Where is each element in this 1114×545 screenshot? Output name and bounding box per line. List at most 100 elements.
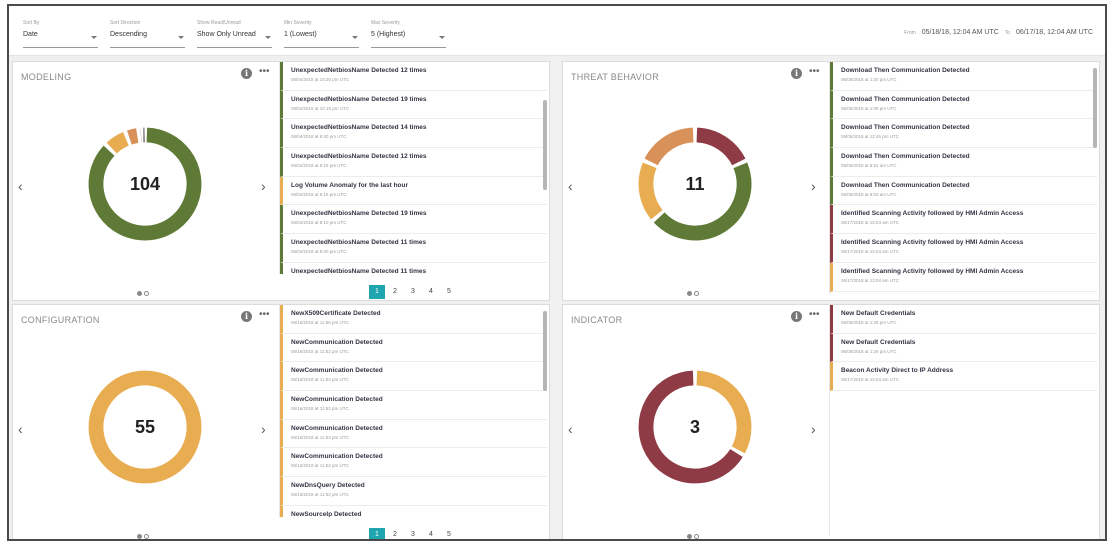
alert-item[interactable]: New Default Credentials 06/05/2018 at 1:2… [830,333,1097,363]
page-button[interactable]: 2 [393,531,397,538]
page-button[interactable]: 1 [369,285,385,299]
read-unread-select[interactable]: Show Read/Unread Show Only Unread [197,20,272,48]
more-options-icon[interactable]: ••• [809,66,820,77]
alert-item[interactable]: UnexpectedNetbiosName Detected 12 times 0… [280,62,547,91]
alert-item[interactable]: UnexpectedNetbiosName Detected 14 times 0… [280,119,547,149]
carousel-dot[interactable] [694,534,699,539]
alert-item[interactable]: Download Then Communication Detected 06/0… [830,62,1097,91]
alert-timestamp: 06/04/2018 at 8:10 pm UTC [291,220,347,226]
alert-item[interactable]: NewCommunication Detected 06/16/2018 at 1… [280,362,547,392]
alert-list: Download Then Communication Detected 06/0… [829,62,1097,294]
scrollbar[interactable] [543,100,547,190]
carousel-dot[interactable] [694,291,699,296]
chevron-left-icon[interactable]: ‹ [568,421,573,437]
chevron-right-icon[interactable]: › [261,178,266,194]
alert-item[interactable]: Identified Scanning Activity followed by… [830,234,1097,263]
carousel-dot[interactable] [144,291,149,296]
donut-chart [88,370,202,484]
info-icon[interactable]: i [241,311,252,322]
donut-chart [88,127,202,241]
alert-item[interactable]: UnexpectedNetbiosName Detected 12 times 0… [280,148,547,177]
more-options-icon[interactable]: ••• [809,309,820,320]
page-button[interactable]: 3 [411,288,415,295]
sort-direction-select[interactable]: Sort Direction Descending [110,20,185,48]
alert-item[interactable]: Download Then Communication Detected 06/0… [830,90,1097,120]
page-button[interactable]: 3 [411,531,415,538]
alert-item[interactable]: NewCommunication Detected 06/16/2018 at 1… [280,391,547,420]
alert-item[interactable]: Identified Scanning Activity followed by… [830,205,1097,235]
min-severity-value: 1 (Lowest) [284,31,317,38]
alert-count: 11 [685,174,705,194]
chevron-right-icon[interactable]: › [811,178,816,194]
donut-segment [653,162,752,241]
alert-item[interactable]: NewX509Certificate Detected 06/16/2018 at… [280,305,547,334]
page-button[interactable]: 1 [369,528,385,539]
alert-timestamp: 06/05/2018 at 1:20 pm UTC [841,77,897,82]
panel-title: CONFIGURATION [21,315,100,325]
alert-item[interactable]: Identified Scanning Activity followed by… [830,262,1097,292]
chevron-left-icon[interactable]: ‹ [568,178,573,194]
alert-item[interactable]: Download Then Communication Detected 06/0… [830,176,1097,206]
carousel-dot[interactable] [687,534,692,539]
page-button[interactable]: 5 [447,288,451,295]
date-to-label: To [1004,30,1010,36]
date-to-value: 06/17/18, 12:04 AM UTC [1015,29,1093,36]
alert-count: 104 [129,174,161,194]
carousel-dot[interactable] [137,291,142,296]
chevron-left-icon[interactable]: ‹ [18,421,23,437]
alert-item[interactable]: UnexpectedNetbiosName Detected 19 times 0… [280,90,547,120]
more-options-icon[interactable]: ••• [259,309,270,320]
info-icon[interactable]: i [791,311,802,322]
alert-item[interactable]: Log Volume Anomaly for the last hour 06/0… [280,176,547,206]
carousel-dot[interactable] [687,291,692,296]
alert-item[interactable]: NewCommunication Detected 06/16/2018 at 1… [280,333,547,363]
alert-item[interactable]: UnexpectedNetbiosName Detected 11 times0… [280,262,547,274]
page-button[interactable]: 2 [393,288,397,295]
alert-title: New Default Credentials [841,338,916,346]
sort-by-select[interactable]: Sort By Date [23,20,98,48]
alert-timestamp: 06/16/2018 at 11:52 pm UTC [291,348,349,354]
page-button[interactable]: 5 [447,531,451,538]
min-severity-select[interactable]: Min Severity 1 (Lowest) [284,20,359,48]
configuration-panel: CONFIGURATION i ••• 55 ‹ › NewX509Certif… [12,304,550,539]
alert-item[interactable]: Download Then Communication Detected 06/0… [830,148,1097,177]
info-icon[interactable]: i [791,68,802,79]
carousel-dot[interactable] [137,534,142,539]
max-severity-select[interactable]: Max Severity 5 (Highest) [371,20,446,48]
scrollbar[interactable] [543,311,547,391]
alert-item[interactable]: Download Then Communication Detected 06/0… [830,119,1097,149]
alert-timestamp: 06/16/2018 at 11:58 pm UTC [291,320,349,325]
alert-item[interactable]: NewCommunication Detected 06/16/2018 at 1… [280,419,547,449]
carousel-dot[interactable] [144,534,149,539]
donut-segment [696,370,752,454]
alert-item[interactable]: New Default Credentials 06/05/2018 at 1:2… [830,305,1097,334]
chevron-right-icon[interactable]: › [261,421,266,437]
alert-title: NewDnsQuery Detected [291,482,365,490]
date-range[interactable]: From 05/18/18, 12:04 AM UTC To 06/17/18,… [900,29,1093,36]
sort-direction-value: Descending [110,31,147,38]
alert-title: NewCommunication Detected [291,453,383,461]
alert-timestamp: 06/05/2018 at 8:51 am UTC [841,163,897,169]
alert-item[interactable]: NewCommunication Detected 06/16/2018 at 1… [280,448,547,478]
alert-timestamp: 06/04/2018 at 8:00 pm UTC [291,249,347,255]
modeling-panel: MODELING i ••• 104 ‹ › UnexpectedNetbios… [12,61,550,301]
alert-item[interactable]: Beacon Activity Direct to IP Address 06/1… [830,362,1097,392]
alert-title: NewCommunication Detected [291,338,383,346]
alert-title: UnexpectedNetbiosName Detected 11 times [291,267,427,274]
alert-title: UnexpectedNetbiosName Detected 14 times [291,124,427,132]
info-icon[interactable]: i [241,68,252,79]
chevron-left-icon[interactable]: ‹ [18,178,23,194]
scrollbar[interactable] [1093,68,1097,148]
alert-timestamp: 06/17/2018 at 12:04 am UTC [841,277,900,283]
carousel-dots [137,283,151,300]
chevron-right-icon[interactable]: › [811,421,816,437]
alert-item[interactable]: UnexpectedNetbiosName Detected 19 times 0… [280,205,547,235]
donut-segment [644,127,694,166]
page-button[interactable]: 4 [429,531,433,538]
alert-timestamp: 06/05/2018 at 8:03 am UTC [841,191,897,197]
alert-item[interactable]: NewDnsQuery Detected 06/16/2018 at 11:52 … [280,477,547,506]
more-options-icon[interactable]: ••• [259,66,270,77]
page-button[interactable]: 4 [429,288,433,295]
